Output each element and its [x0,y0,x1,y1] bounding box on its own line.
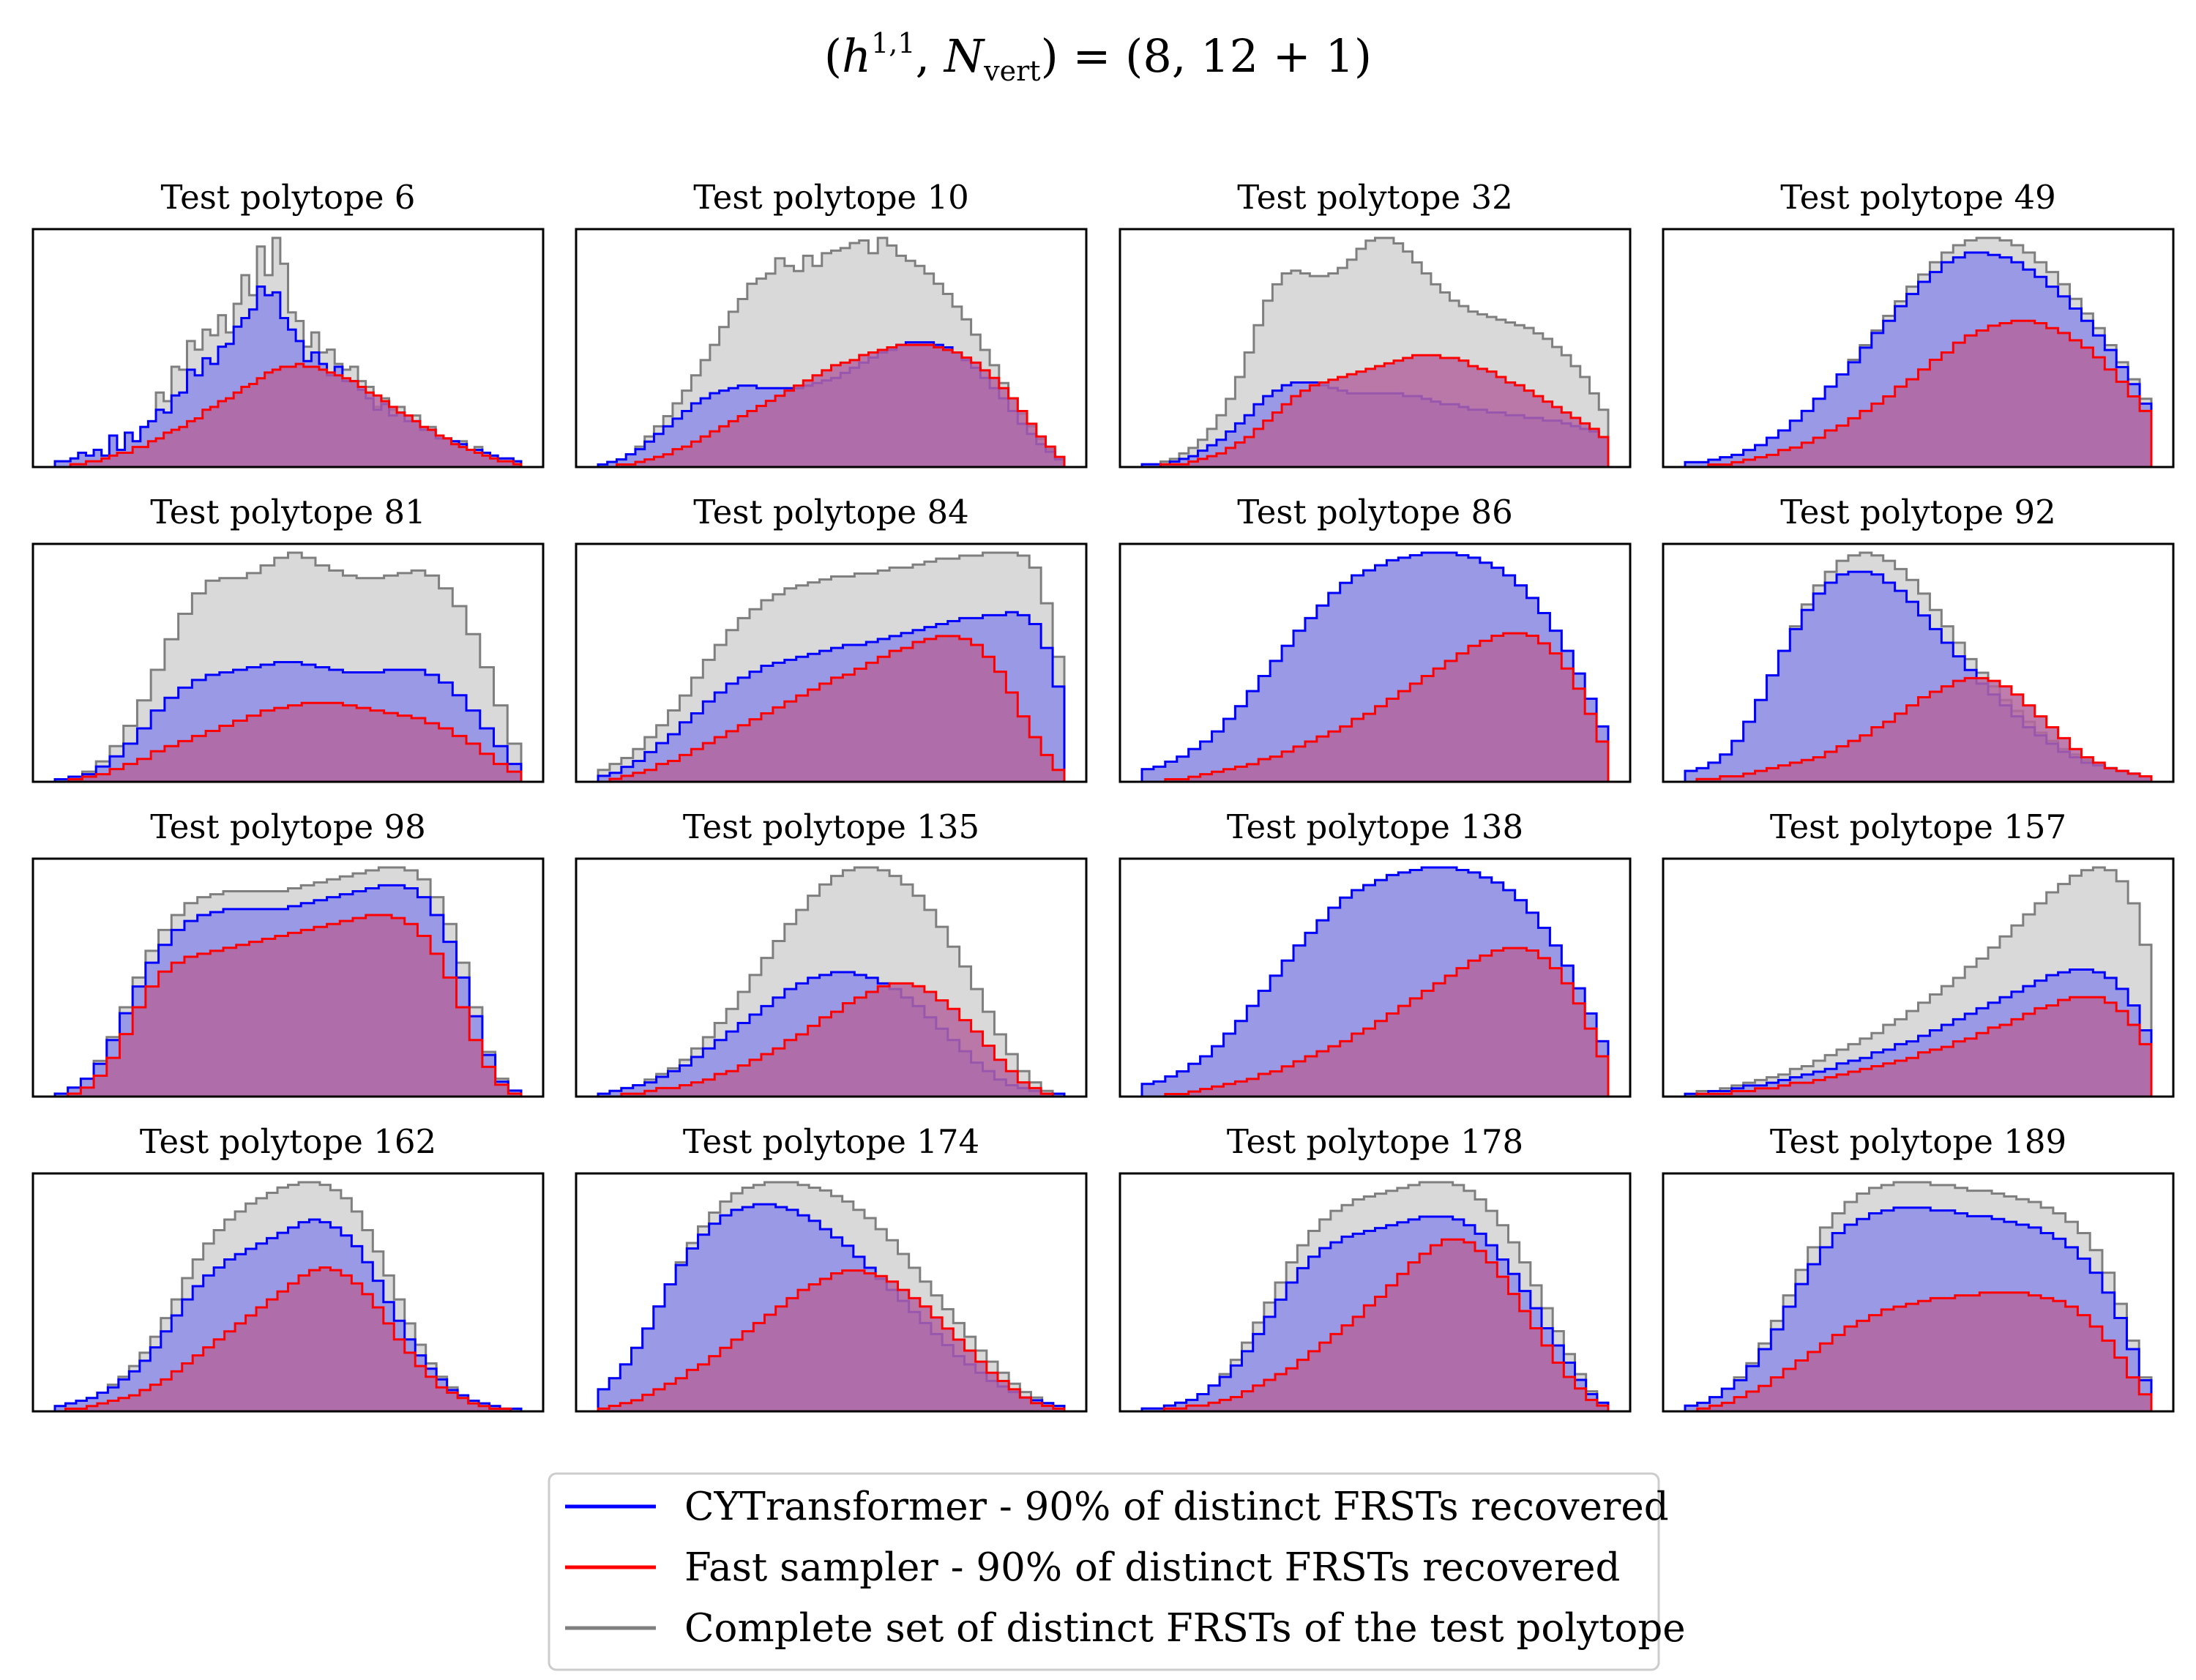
subplot-title: Test polytope 135 [683,807,979,846]
axes-frame [575,228,1088,468]
suptitle-h-superscript: 1,1 [871,27,915,59]
subplot-title: Test polytope 178 [1227,1122,1523,1161]
subplot-16: Test polytope 189 [1662,1122,2175,1413]
subplot-title: Test polytope 174 [683,1122,979,1161]
axes-frame [31,857,545,1098]
suptitle-separator: , [916,29,944,83]
subplot-8: Test polytope 92 [1662,493,2175,783]
subplot-title: Test polytope 138 [1227,807,1523,846]
histogram-fast [598,982,1064,1098]
subplot-6: Test polytope 84 [575,493,1088,783]
subplot-13: Test polytope 162 [31,1122,545,1413]
axes-frame [1662,1172,2175,1413]
histogram-fast [1142,632,1610,783]
subplot-7: Test polytope 86 [1118,493,1632,783]
histogram-fast [1142,354,1610,468]
axes-frame [1662,542,2175,783]
axes-frame [31,1172,545,1413]
subplot-5: Test polytope 81 [31,493,545,783]
subplot-title: Test polytope 98 [150,807,426,846]
histogram-fast [55,1266,521,1413]
histogram-fast [1142,947,1610,1098]
subplot-9: Test polytope 98 [31,807,545,1098]
axes-frame [1662,228,2175,468]
suptitle-close: ) = (8, 12 + 1) [1041,29,1372,83]
suptitle-n: N [943,29,986,83]
subplot-title: Test polytope 157 [1770,807,2066,846]
subplot-title: Test polytope 6 [161,178,416,217]
histogram-fast [55,362,523,468]
legend-entry-complete: Complete set of distinct FRSTs of the te… [565,1606,1686,1651]
legend-label-complete: Complete set of distinct FRSTs of the te… [684,1606,1686,1651]
legend-entry-fast: Fast sampler - 90% of distinct FRSTs rec… [565,1545,1620,1590]
axes-frame [1118,857,1632,1098]
legend-label-fast: Fast sampler - 90% of distinct FRSTs rec… [684,1545,1620,1590]
histogram-fast [55,701,523,783]
histogram-fast [1142,1238,1610,1413]
subplot-11: Test polytope 138 [1118,807,1632,1098]
subplot-10: Test polytope 135 [575,807,1088,1098]
subplot-title: Test polytope 81 [150,493,426,531]
figure-suptitle: (h1,1, Nvert) = (8, 12 + 1) [824,27,1372,87]
axes-frame [31,228,545,468]
histogram-fast [1685,319,2153,468]
axes-frame [1118,1172,1632,1413]
axes-frame [1662,857,2175,1098]
axes-frame [575,857,1088,1098]
histogram-fast [1685,1291,2153,1413]
subplot-15: Test polytope 178 [1118,1122,1632,1413]
suptitle-open: ( [824,29,842,83]
subplot-3: Test polytope 32 [1118,178,1632,468]
axes-frame [575,1172,1088,1413]
subplot-title: Test polytope 49 [1780,178,2056,217]
suptitle-n-subscript: vert [983,55,1040,87]
subplot-1: Test polytope 6 [31,178,545,468]
histogram-fast [598,635,1066,783]
subplot-14: Test polytope 174 [575,1122,1088,1413]
subplot-12: Test polytope 157 [1662,807,2175,1098]
legend: CYTransformer - 90% of distinct FRSTs re… [548,1472,1686,1671]
histogram-fast [55,914,523,1098]
subplot-2: Test polytope 10 [575,178,1088,468]
legend-entry-cyt: CYTransformer - 90% of distinct FRSTs re… [565,1485,1669,1529]
subplot-title: Test polytope 10 [693,178,969,217]
legend-frame [548,1472,1660,1671]
subplot-title: Test polytope 84 [693,493,969,531]
histogram-fast [1685,676,2153,783]
subplot-grid: Test polytope 6 Test polytope 10 Test poly… [31,178,2175,1413]
axes-frame [1118,228,1632,468]
axes-frame [575,542,1088,783]
suptitle-h: h [842,29,871,83]
subplot-title: Test polytope 162 [140,1122,436,1161]
subplot-title: Test polytope 86 [1237,493,1513,531]
histogram-fast [598,343,1066,468]
legend-label-cyt: CYTransformer - 90% of distinct FRSTs re… [684,1485,1669,1529]
subplot-4: Test polytope 49 [1662,178,2175,468]
axes-frame [1118,542,1632,783]
axes-frame [31,542,545,783]
histogram-fast [597,1269,1066,1413]
subplot-title: Test polytope 32 [1237,178,1513,217]
subplot-title: Test polytope 92 [1780,493,2056,531]
histogram-fast [1685,996,2153,1098]
subplot-title: Test polytope 189 [1770,1122,2066,1161]
